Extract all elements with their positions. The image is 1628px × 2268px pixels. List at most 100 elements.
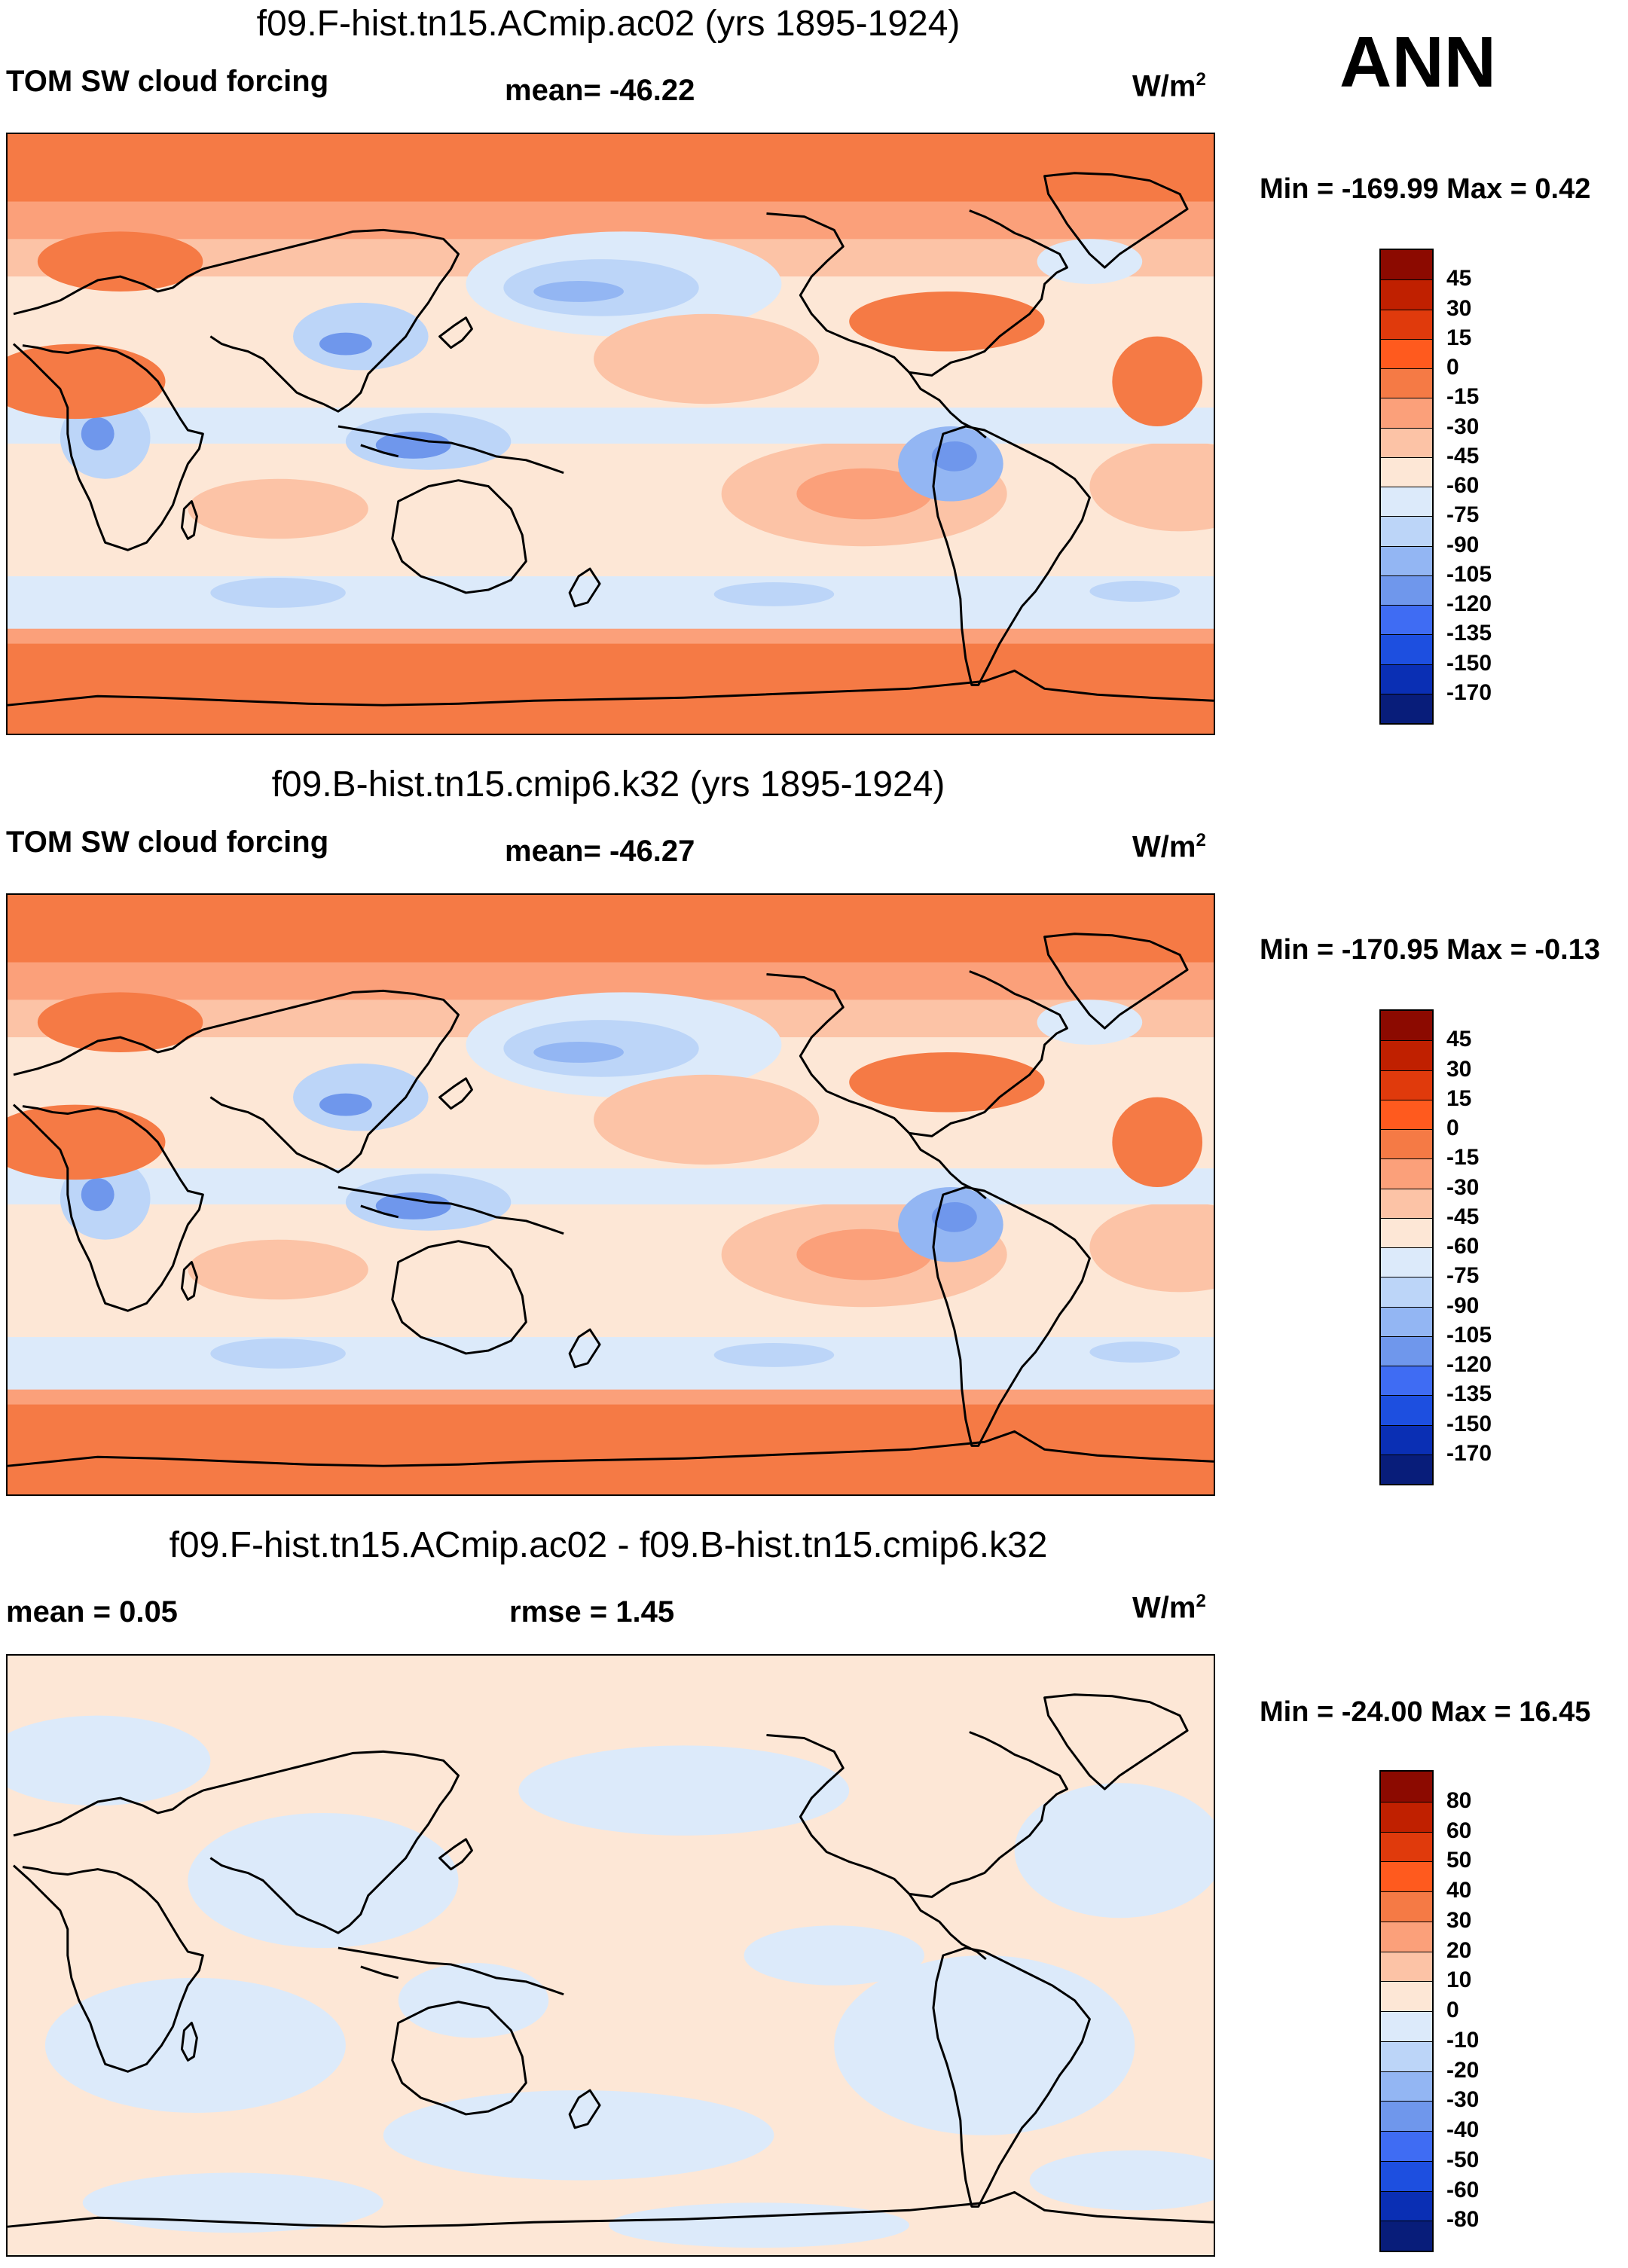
colorbar-tick-label: -60 bbox=[1446, 2177, 1480, 2202]
colorbar-tick-label: -90 bbox=[1446, 1293, 1480, 1318]
colorbar-swatch bbox=[1381, 1981, 1432, 2011]
colorbar-swatch bbox=[1381, 1951, 1432, 1982]
colorbar-tick-label: 40 bbox=[1446, 1878, 1472, 1903]
colorbar-swatch bbox=[1381, 1247, 1432, 1277]
colorbar-swatch bbox=[1381, 368, 1432, 398]
colorbar-tick-label: 30 bbox=[1446, 1907, 1472, 1933]
diff-mean-value: mean = 0.05 bbox=[6, 1595, 178, 1629]
colorbar-tick-label: -45 bbox=[1446, 443, 1480, 469]
colorbar-swatch bbox=[1381, 1011, 1432, 1041]
colorbar-tick-label: -60 bbox=[1446, 473, 1480, 498]
colorbar-tick-label: -90 bbox=[1446, 532, 1480, 557]
colorbar-tick-label: -105 bbox=[1446, 561, 1492, 587]
colorbar-swatch bbox=[1381, 1891, 1432, 1922]
colorbar-tick-label: -170 bbox=[1446, 679, 1492, 705]
colorbar-swatch bbox=[1381, 338, 1432, 368]
colorbar-tick-label: -15 bbox=[1446, 1145, 1480, 1171]
world-map bbox=[8, 134, 1214, 734]
colorbar-tick-label: -30 bbox=[1446, 414, 1480, 439]
colorbar-swatch bbox=[1381, 1772, 1432, 1802]
world-map bbox=[8, 1656, 1214, 2255]
colorbar-swatch bbox=[1381, 1158, 1432, 1189]
colorbar-swatch bbox=[1381, 634, 1432, 664]
panel-title: f09.B-hist.tn15.cmip6.k32 (yrs 1895-1924… bbox=[271, 765, 945, 804]
colorbar-swatch bbox=[1381, 1217, 1432, 1247]
colorbar-tick-label: 30 bbox=[1446, 1056, 1472, 1082]
map-plot bbox=[6, 1654, 1215, 2257]
colorbar-tick-label: 45 bbox=[1446, 1027, 1472, 1052]
colorbar-tick-label: 45 bbox=[1446, 266, 1472, 292]
colorbar-tick-label: -135 bbox=[1446, 1381, 1492, 1407]
colorbar-swatch bbox=[1381, 1366, 1432, 1396]
colorbar-swatch bbox=[1381, 2131, 1432, 2161]
colorbar-swatch bbox=[1381, 1921, 1432, 1952]
units-label: W/m2 bbox=[1132, 830, 1206, 864]
map-plot bbox=[6, 133, 1215, 735]
colorbar-swatch bbox=[1381, 456, 1432, 487]
colorbar-tick-label: -20 bbox=[1446, 2057, 1480, 2083]
map-plot bbox=[6, 893, 1215, 1496]
field-label: TOM SW cloud forcing bbox=[6, 826, 329, 859]
colorbar-tick-label: -120 bbox=[1446, 1352, 1492, 1377]
colorbar-swatch bbox=[1381, 1040, 1432, 1070]
colorbar-tick-label: -170 bbox=[1446, 1440, 1492, 1466]
mean-value: mean= -46.27 bbox=[505, 835, 695, 868]
colorbar-tick-label: 50 bbox=[1446, 1848, 1472, 1873]
colorbar-tick-label: 0 bbox=[1446, 355, 1459, 380]
colorbar bbox=[1379, 1770, 1434, 2252]
colorbar-tick-label: -60 bbox=[1446, 1234, 1480, 1259]
colorbar-swatch bbox=[1381, 2071, 1432, 2102]
colorbar-tick-label: -30 bbox=[1446, 1174, 1480, 1200]
colorbar-tick-label: -75 bbox=[1446, 502, 1480, 528]
colorbar bbox=[1379, 249, 1434, 725]
season-label: ANN bbox=[1339, 22, 1496, 102]
colorbar-swatch bbox=[1381, 2221, 1432, 2251]
colorbar-swatch bbox=[1381, 250, 1432, 280]
colorbar-tick-label: 30 bbox=[1446, 295, 1472, 321]
colorbar-tick-label: -105 bbox=[1446, 1322, 1492, 1348]
colorbar-swatch bbox=[1381, 1831, 1432, 1862]
colorbar-tick-label: 80 bbox=[1446, 1787, 1472, 1813]
colorbar-swatch bbox=[1381, 1188, 1432, 1218]
colorbar-swatch bbox=[1381, 1129, 1432, 1159]
colorbar-swatch bbox=[1381, 545, 1432, 575]
units-label: W/m2 bbox=[1132, 1591, 1206, 1625]
colorbar-tick-label: -120 bbox=[1446, 591, 1492, 616]
colorbar-tick-label: -150 bbox=[1446, 1411, 1492, 1436]
colorbar-tick-label: -75 bbox=[1446, 1263, 1480, 1289]
field-label: TOM SW cloud forcing bbox=[6, 65, 329, 98]
colorbar-swatch bbox=[1381, 693, 1432, 723]
colorbar-swatch bbox=[1381, 1306, 1432, 1336]
colorbar-tick-label: -40 bbox=[1446, 2117, 1480, 2142]
colorbar bbox=[1379, 1009, 1434, 1485]
colorbar-swatch bbox=[1381, 427, 1432, 457]
colorbar-swatch bbox=[1381, 1454, 1432, 1484]
colorbar-swatch bbox=[1381, 1335, 1432, 1366]
panel-title: f09.F-hist.tn15.ACmip.ac02 (yrs 1895-192… bbox=[256, 4, 961, 44]
colorbar-swatch bbox=[1381, 1070, 1432, 1100]
colorbar-swatch bbox=[1381, 575, 1432, 605]
colorbar-tick-label: 15 bbox=[1446, 1085, 1472, 1111]
world-map bbox=[8, 895, 1214, 1494]
colorbar-swatch bbox=[1381, 516, 1432, 546]
colorbar-swatch bbox=[1381, 2041, 1432, 2071]
colorbar-swatch bbox=[1381, 2190, 1432, 2221]
colorbar-swatch bbox=[1381, 2011, 1432, 2041]
min-max-readout: Min = -169.99 Max = 0.42 bbox=[1260, 173, 1591, 205]
units-label: W/m2 bbox=[1132, 69, 1206, 103]
colorbar-tick-label: -150 bbox=[1446, 650, 1492, 676]
colorbar-swatch bbox=[1381, 279, 1432, 310]
colorbar-swatch bbox=[1381, 1801, 1432, 1832]
colorbar-swatch bbox=[1381, 1861, 1432, 1891]
colorbar-tick-label: -15 bbox=[1446, 384, 1480, 410]
colorbar-swatch bbox=[1381, 664, 1432, 694]
rmse-value: rmse = 1.45 bbox=[509, 1595, 675, 1629]
colorbar-tick-label: 0 bbox=[1446, 1116, 1459, 1140]
colorbar-tick-label: 15 bbox=[1446, 325, 1472, 350]
colorbar-swatch bbox=[1381, 398, 1432, 428]
colorbar-tick-label: -10 bbox=[1446, 2027, 1480, 2053]
colorbar-tick-label: -30 bbox=[1446, 2087, 1480, 2113]
colorbar-swatch bbox=[1381, 605, 1432, 635]
colorbar-swatch bbox=[1381, 1277, 1432, 1307]
panel-title: f09.F-hist.tn15.ACmip.ac02 - f09.B-hist.… bbox=[169, 1525, 1048, 1565]
